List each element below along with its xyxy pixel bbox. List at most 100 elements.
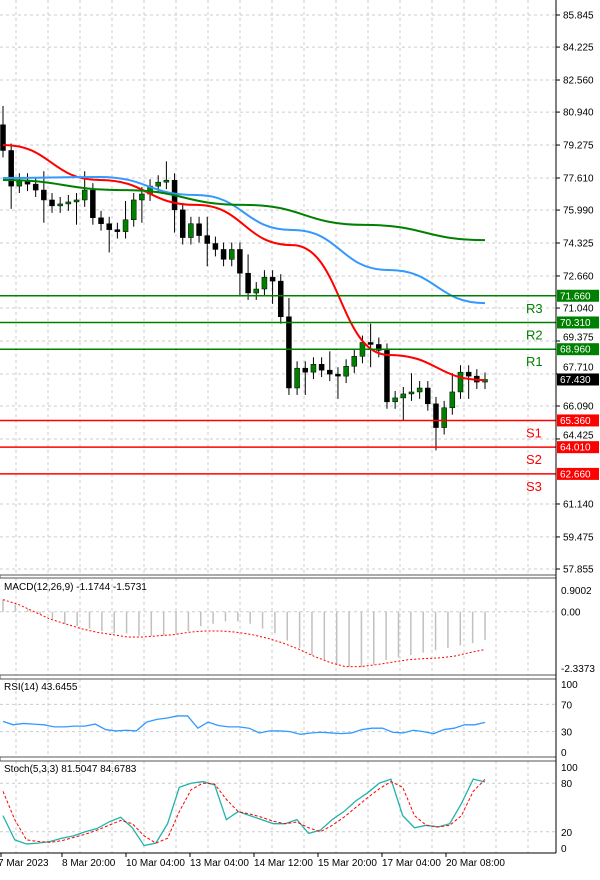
y-tick-label: 100	[561, 763, 578, 774]
candle	[376, 344, 382, 351]
y-tick-label: -2.3373	[561, 664, 595, 675]
candle	[106, 223, 112, 230]
candle	[57, 203, 63, 207]
y-tick-label: 80.940	[563, 108, 594, 119]
candle	[90, 189, 96, 219]
y-tick-label: 74.325	[563, 239, 594, 250]
candle	[367, 342, 374, 345]
candle	[441, 407, 447, 428]
y-tick-label: 80	[561, 779, 573, 790]
candle	[81, 189, 88, 201]
candle	[465, 371, 472, 377]
rsi-panel: RSI(14) 43.6455	[2, 682, 486, 735]
y-tick-label: 79.275	[563, 141, 594, 152]
candle	[351, 356, 358, 367]
candle	[41, 189, 47, 201]
stoch-panel: Stoch(5,3,3) 81.5047 84.6783	[2, 764, 486, 847]
stoch-title: Stoch(5,3,3) 81.5047 84.6783	[4, 764, 137, 775]
level-label: R2	[526, 327, 543, 342]
y-tick-label: 66.090	[563, 402, 594, 413]
candle	[220, 249, 227, 260]
y-tick-label: 0.00	[561, 608, 581, 619]
candle	[318, 363, 325, 371]
y-tick-label: 75.990	[563, 206, 594, 217]
y-tick-label: 100	[561, 680, 578, 691]
y-tick-label: 61.140	[563, 499, 594, 510]
candle	[73, 199, 80, 203]
candle	[155, 181, 161, 187]
level-label: R3	[526, 301, 543, 316]
candle	[286, 316, 292, 389]
level-price-tag	[557, 316, 599, 329]
candle	[449, 391, 456, 409]
y-tick-label: 84.225	[563, 43, 594, 54]
candle	[457, 371, 464, 393]
y-tick-label: 67.710	[563, 362, 594, 373]
y-tick-label: 57.855	[563, 565, 594, 576]
y-tick-label: 71.040	[563, 304, 594, 315]
candle	[261, 276, 268, 290]
level-price-tag	[557, 343, 599, 356]
level-label: R1	[526, 354, 543, 369]
candle	[310, 363, 317, 373]
level-price-label: 70.310	[560, 318, 591, 329]
candle	[122, 219, 129, 232]
level-label: S3	[526, 479, 542, 494]
y-tick-label: 77.610	[563, 173, 594, 184]
level-price-label: 68.960	[560, 345, 591, 356]
y-tick-label: 69.375	[563, 332, 594, 343]
candle	[302, 367, 309, 373]
stoch-main-line	[2, 778, 486, 847]
candle	[253, 288, 260, 294]
y-tick-label: 0.9002	[561, 586, 592, 597]
panel-separator	[0, 574, 557, 579]
x-tick-label: 10 Mar 04:00	[126, 858, 185, 869]
candle	[384, 350, 390, 403]
price-panel: R3 R2 R1 S1 S2 S3	[0, 105, 556, 494]
candle	[237, 249, 243, 274]
level-label: S1	[526, 425, 542, 440]
candle	[65, 201, 72, 205]
macd-title: MACD(12,26,9) -1.1744 -1.5731	[4, 582, 147, 593]
level-price-tag	[557, 289, 599, 302]
candle	[269, 276, 276, 282]
y-tick-label: 82.560	[563, 76, 594, 87]
candle	[392, 397, 398, 403]
candle	[433, 403, 439, 428]
level-price-label: 71.660	[560, 291, 591, 302]
macd-panel: MACD(12,26,9) -1.1744 -1.5731	[2, 582, 486, 668]
candle	[343, 365, 349, 377]
level-price-label: 64.010	[560, 443, 591, 454]
stoch-signal-line	[2, 779, 486, 844]
panel-separator	[0, 674, 557, 680]
x-tick-label: 14 Mar 12:00	[254, 858, 313, 869]
y-tick-label: 72.660	[563, 271, 594, 282]
x-tick-label: 15 Mar 20:00	[318, 858, 377, 869]
moving-average-line	[2, 176, 486, 305]
candle	[196, 223, 202, 236]
candle	[416, 387, 423, 393]
panel-separator	[0, 756, 557, 762]
level-price-tag	[557, 441, 599, 454]
moving-average-line	[2, 178, 486, 242]
candle	[49, 199, 55, 207]
candle	[130, 199, 137, 221]
candle	[98, 217, 104, 224]
candle	[0, 124, 6, 151]
candle	[163, 179, 170, 183]
x-tick-label: 17 Mar 04:00	[382, 858, 441, 869]
candle	[188, 223, 194, 238]
rsi-title: RSI(14) 43.6455	[4, 682, 78, 693]
level-price-tag	[557, 467, 599, 480]
y-tick-label: 0	[561, 748, 567, 759]
candle	[335, 373, 341, 377]
level-price-label: 65.360	[560, 416, 591, 427]
candle	[425, 387, 431, 405]
y-tick-label: 20	[561, 828, 573, 839]
candle	[204, 235, 210, 244]
x-tick-label: 13 Mar 04:00	[190, 858, 249, 869]
level-label: S2	[526, 452, 542, 467]
candle	[8, 150, 14, 187]
